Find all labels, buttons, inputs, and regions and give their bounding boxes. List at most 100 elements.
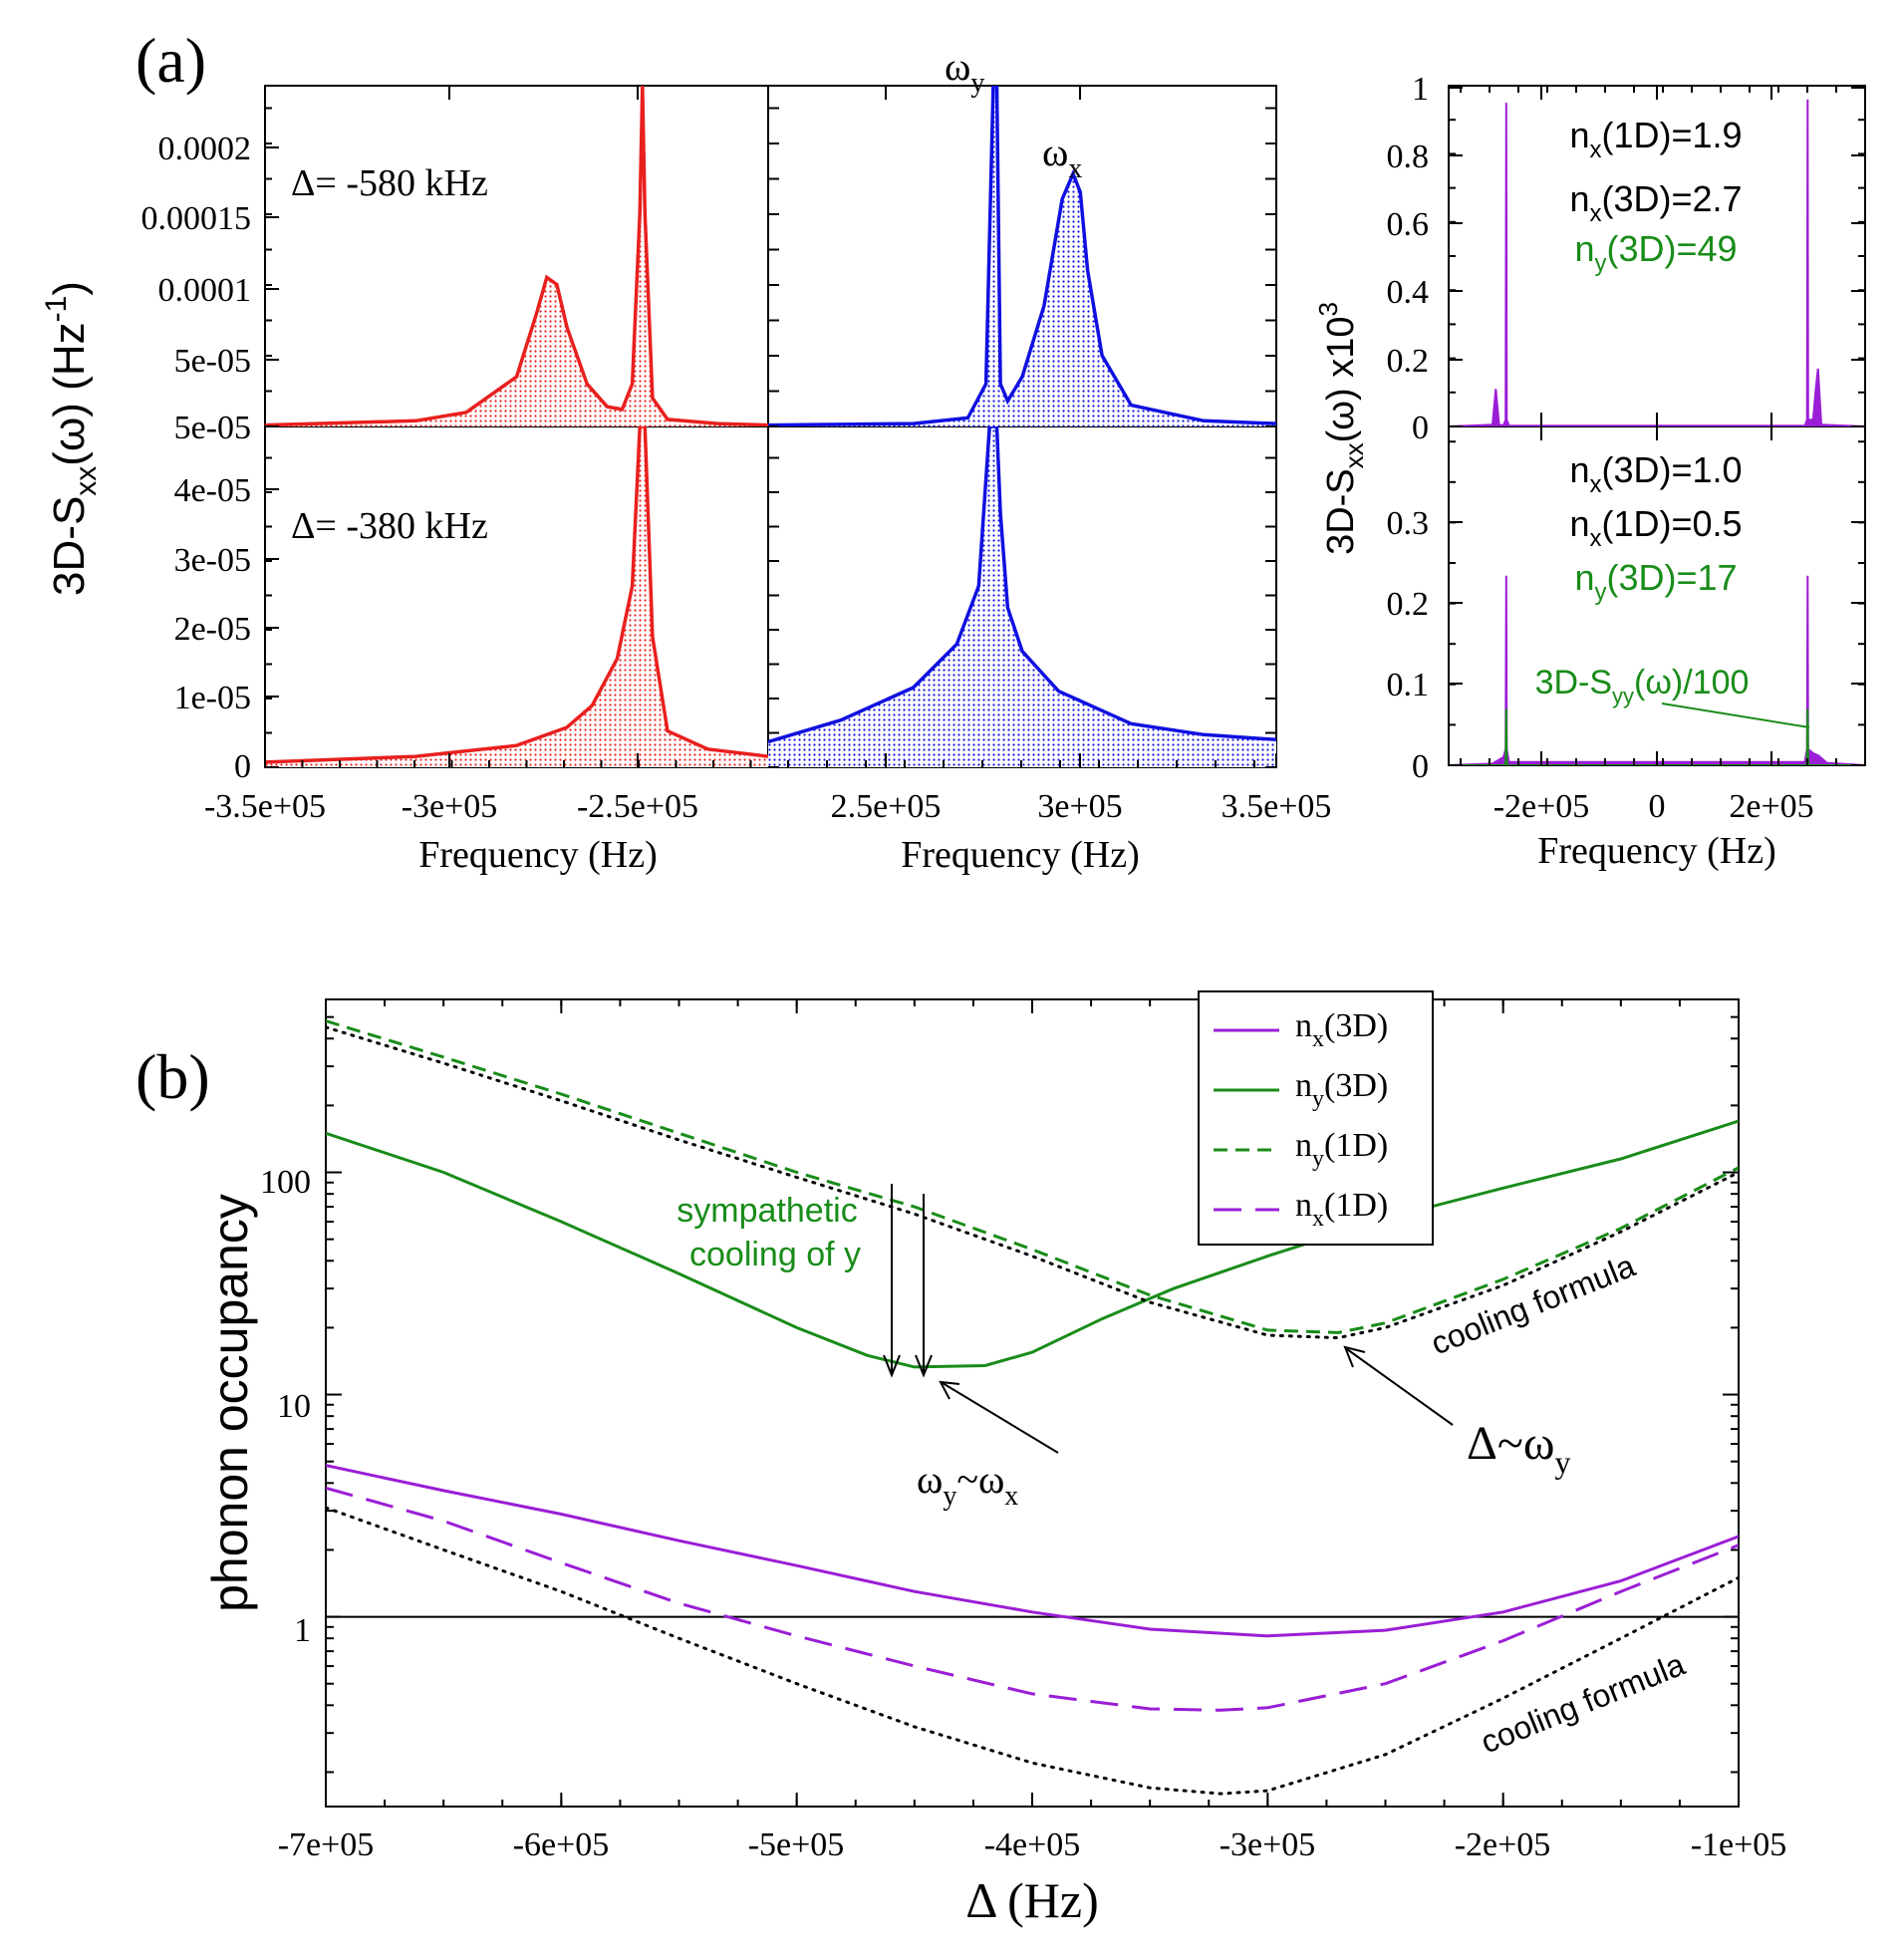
panel-a-label: (a)	[136, 25, 206, 96]
series-a-bottom-left	[265, 426, 768, 767]
x-axis-label-a-left: Frequency (Hz)	[418, 834, 658, 876]
xtick-label: -1e+05	[1691, 1826, 1787, 1863]
ticks-a-left	[264, 86, 1277, 768]
series-a-top-middle	[768, 86, 1276, 426]
ytick-labels-a-top: 5e-05 5e-05 0.0001 0.00015 0.0002	[141, 131, 252, 446]
xtick-label: 3.5e+05	[1221, 788, 1332, 825]
ytick-label: 0.0001	[158, 272, 252, 309]
xtick-labels-a-left: -3.5e+05 -3e+05 -2.5e+05 2.5e+05 3e+05 3…	[204, 788, 1331, 825]
xtick-label: -3e+05	[402, 788, 498, 825]
ytick-label: 0	[1412, 748, 1429, 785]
right-top-annotations: nx(1D)=1.9 nx(3D)=2.7 ny(3D)=49	[1569, 115, 1742, 277]
xtick-label: -2e+05	[1493, 788, 1590, 825]
ylabel-sup: -1	[40, 296, 73, 323]
xtick-label: 3e+05	[1037, 788, 1122, 825]
ytick-label: 0	[1412, 410, 1429, 446]
x-axis-label-b: Δ (Hz)	[965, 1872, 1099, 1928]
area-a-bottom-middle	[768, 426, 1276, 767]
right-bottom-annotations: nx(3D)=1.0 nx(1D)=0.5 ny(3D)=17 3D-Syy(ω…	[1535, 449, 1750, 708]
frame-bottom-left	[264, 425, 769, 768]
line-ny-cooling-formula	[326, 1025, 1739, 1340]
line-nx-3d	[326, 1464, 1739, 1638]
frame-b	[325, 998, 1740, 1808]
nx-1d-annotation: nx(1D)=0.5	[1569, 503, 1742, 552]
ytick-label: 0.6	[1387, 206, 1430, 243]
panel-b-label: (b)	[136, 1041, 210, 1112]
series-a-bottom-middle	[768, 426, 1276, 767]
xtick-labels-b: -7e+05 -6e+05 -5e+05 -4e+05 -3e+05 -2e+0…	[278, 1826, 1787, 1863]
nx-3d-annotation: nx(3D)=2.7	[1569, 178, 1742, 227]
y-axis-label-b: phonon occupancy	[202, 1194, 258, 1612]
ny-3d-annotation: ny(3D)=17	[1574, 557, 1737, 606]
xtick-label: -7e+05	[278, 1826, 375, 1863]
xtick-label: 2.5e+05	[831, 788, 942, 825]
xtick-labels-a-right: -2e+05 0 2e+05	[1493, 788, 1814, 825]
cooling-formula-lower: cooling formula	[1476, 1646, 1690, 1761]
line-a-top-left	[265, 86, 768, 426]
x-axis-label-a-middle: Frequency (Hz)	[901, 834, 1140, 876]
line-nx-1d	[326, 1486, 1739, 1712]
ticks-b	[325, 999, 1740, 1807]
ytick-label: 5e-05	[174, 410, 251, 446]
ytick-labels-a-right-bottom: 0 0.1 0.2 0.3	[1387, 505, 1430, 785]
ylabel-part: (ω) x10	[1320, 317, 1362, 443]
sympathetic-arrows	[883, 1184, 1454, 1454]
ytick-label: 10	[277, 1388, 311, 1425]
legend-b: nx(3D) ny(3D) ny(1D) nx(1D)	[1198, 990, 1434, 1246]
delta-580-annotation: Δ= -580 kHz	[291, 162, 488, 204]
omega-sub: x	[1068, 153, 1082, 184]
ytick-label: 3e-05	[174, 542, 251, 579]
ytick-labels-a-bottom: 0 1e-05 2e-05 3e-05 4e-05	[174, 472, 251, 785]
xtick-label: -4e+05	[984, 1826, 1081, 1863]
ytick-label: 5e-05	[174, 343, 251, 380]
area-a-right-bottom-syy	[1449, 708, 1865, 765]
ylabel-part: 3D-S	[45, 496, 94, 596]
series-b	[326, 1019, 1739, 1796]
nx-3d-annotation: nx(3D)=1.0	[1569, 449, 1742, 498]
omega-symbol: ω	[1042, 130, 1068, 174]
series-a-right-bottom	[1449, 575, 1865, 765]
wywx-pointer	[942, 1382, 1059, 1454]
y-axis-label-a-right: 3D-Sxx(ω) x103	[1313, 302, 1369, 555]
ny-3d-annotation: ny(3D)=49	[1574, 228, 1737, 277]
ytick-labels-a-right-top: 0 0.2 0.4 0.6 0.8 1	[1387, 71, 1430, 446]
xtick-label: -3e+05	[1220, 1826, 1316, 1863]
ytick-label: 100	[260, 1164, 311, 1201]
line-ny-3d	[326, 1119, 1739, 1369]
xtick-label: -2e+05	[1455, 1826, 1551, 1863]
cooling-formula-upper: cooling formula	[1426, 1248, 1640, 1362]
ylabel-sub: xx	[1339, 442, 1369, 468]
sympathetic-label-line2: cooling of y	[689, 1236, 861, 1273]
xtick-label: 2e+05	[1729, 788, 1813, 825]
ytick-labels-b: 1 10 100	[260, 1164, 311, 1649]
syy-annotation: 3D-Syy(ω)/100	[1535, 664, 1750, 708]
wy-wx-annotation: ωy~ωx	[917, 1457, 1018, 1512]
area-a-right-top	[1449, 99, 1865, 426]
xtick-label: -2.5e+05	[577, 788, 698, 825]
ytick-label: 1	[294, 1612, 311, 1649]
omega-symbol: ω	[945, 44, 970, 89]
syy-pointer-line	[1661, 702, 1810, 728]
ylabel-part: 3D-S	[1320, 468, 1362, 555]
ytick-label: 2e-05	[174, 611, 251, 648]
y-axis-label-a-left: 3D-Sxx(ω) (Hz-1)	[40, 281, 103, 596]
ytick-label: 0.2	[1387, 586, 1430, 623]
ytick-label: 0.8	[1387, 139, 1430, 175]
xtick-label: 0	[1649, 788, 1666, 825]
ylabel-part: (ω) (Hz	[45, 322, 94, 465]
omega-y-annotation: ωy	[945, 44, 984, 99]
x-axis-label-a-right: Frequency (Hz)	[1537, 830, 1776, 872]
ytick-label: 0.1	[1387, 667, 1430, 703]
delta-wy-annotation: Δ~ωy	[1467, 1417, 1570, 1480]
ylabel-sup: 3	[1313, 302, 1343, 316]
ticks-a-right	[1449, 85, 1866, 766]
ytick-label: 0.0002	[158, 131, 252, 167]
sympathetic-label-line1: sympathetic	[677, 1192, 857, 1230]
nx-1d-annotation: nx(1D)=1.9	[1569, 115, 1742, 163]
ytick-label: 0	[234, 748, 251, 785]
ytick-label: 0.4	[1387, 274, 1430, 311]
deltawy-pointer	[1346, 1348, 1454, 1426]
ytick-label: 1	[1412, 71, 1429, 108]
xtick-label: -3.5e+05	[204, 788, 326, 825]
